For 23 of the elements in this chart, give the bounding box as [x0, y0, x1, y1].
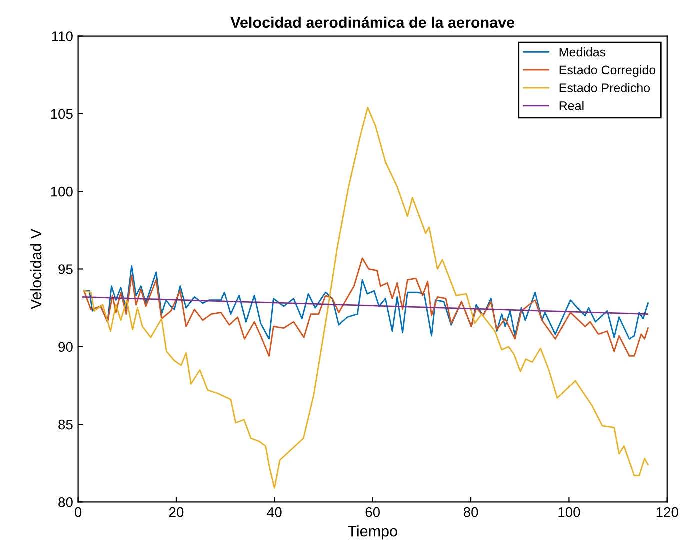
x-tick-label: 0: [74, 507, 82, 518]
x-tick-label: 20: [169, 507, 184, 518]
y-tick-label: 85: [58, 420, 73, 430]
line-series: [84, 258, 649, 357]
legend-label: Estado Corregido: [560, 65, 656, 78]
x-tick-label: 80: [464, 507, 478, 518]
chart-title: Velocidad aerodinámica de la aeronave: [230, 16, 515, 28]
y-tick-label: 100: [51, 186, 73, 197]
legend-label: Medidas: [560, 48, 606, 57]
line-series: [84, 265, 649, 340]
y-tick-label: 80: [58, 498, 73, 508]
y-tick-label: 105: [51, 109, 73, 120]
legend-label: Real: [560, 101, 584, 110]
x-tick-label: 40: [267, 507, 282, 518]
y-tick-label: 110: [52, 32, 73, 42]
x-axis-title: Tiempo: [348, 526, 398, 540]
y-axis-title: Velocidad V: [30, 228, 42, 310]
x-tick-label: 100: [558, 507, 580, 518]
y-tick-label: 90: [58, 342, 73, 352]
y-tick-label: 95: [58, 264, 73, 274]
x-tick-label: 120: [656, 507, 678, 518]
x-tick-label: 60: [366, 507, 380, 518]
legend-label: Estado Predicho: [560, 83, 650, 93]
